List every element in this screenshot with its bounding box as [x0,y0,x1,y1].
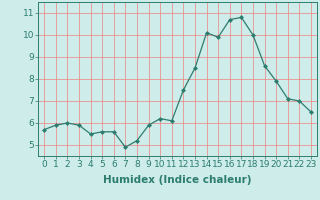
X-axis label: Humidex (Indice chaleur): Humidex (Indice chaleur) [103,175,252,185]
